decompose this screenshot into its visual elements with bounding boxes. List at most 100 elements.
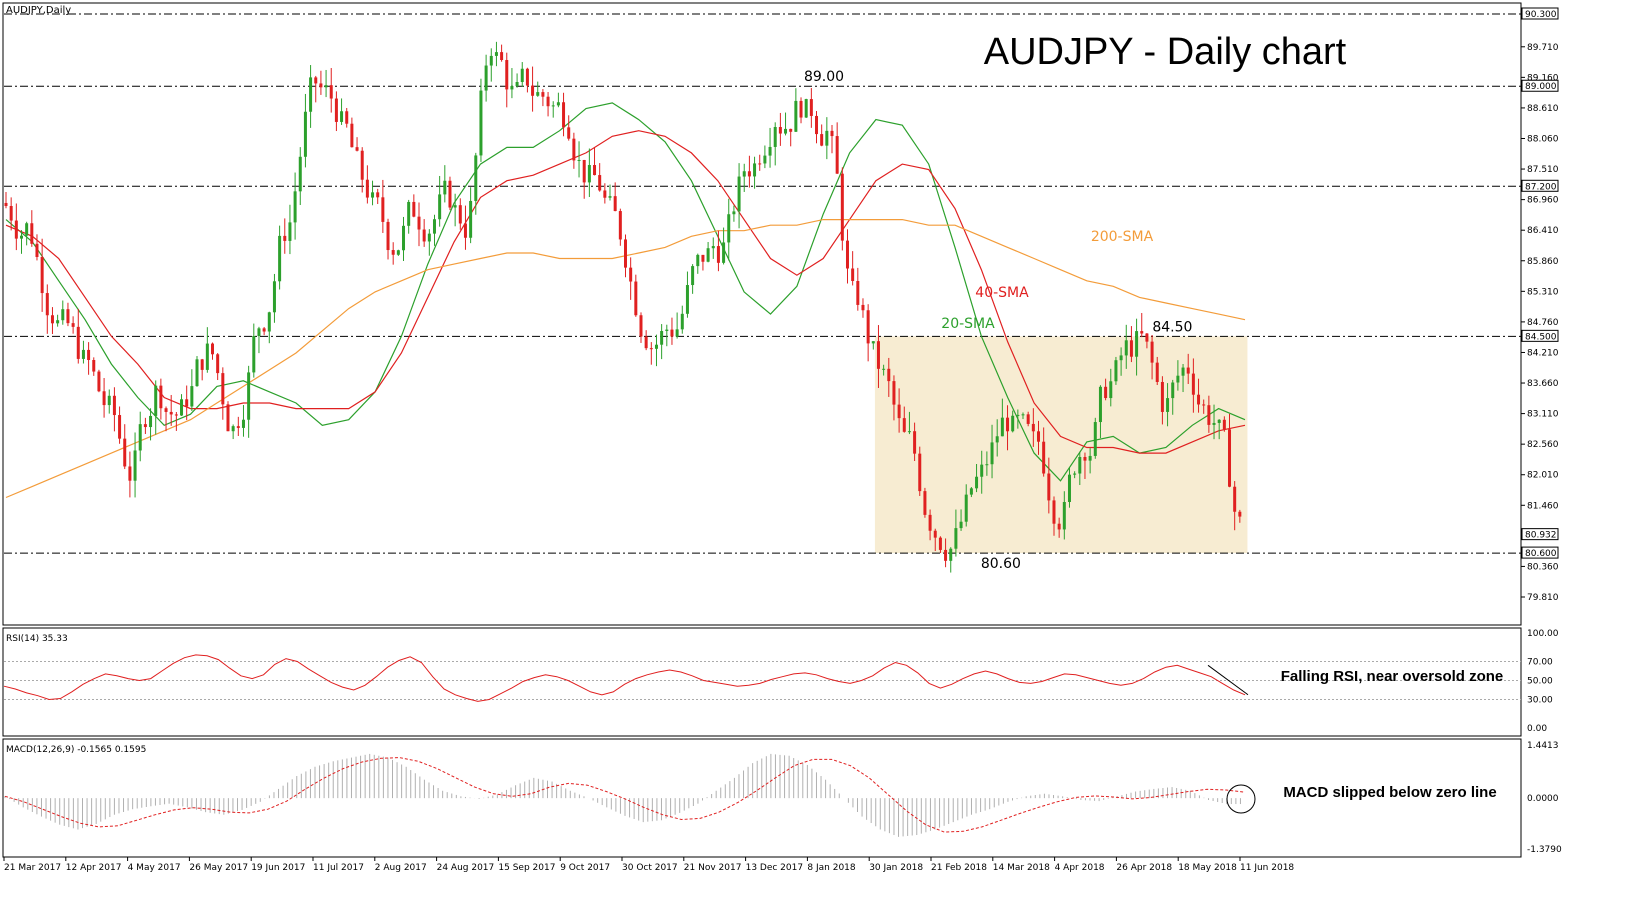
candle-body [272,281,276,313]
candle-body [489,55,493,66]
candle-body [143,424,147,428]
candle-body [402,225,406,251]
candle-body [572,138,576,161]
candle-body [138,424,142,451]
price-tick-label: 80.360 [1527,562,1559,572]
candle-body [794,100,798,132]
candle-body [241,419,245,428]
candle-body [422,229,426,242]
candle-body [180,399,184,416]
candle-body [964,494,968,522]
candle-body [30,223,34,244]
candle-body [195,359,199,387]
candle-body [593,165,597,176]
candle-body [303,111,307,157]
macd-annotation: MACD slipped below zero line [1283,784,1496,801]
candle-body [417,216,421,230]
candle-body [680,313,684,330]
candle-body [216,354,220,374]
candle-body [1062,502,1066,530]
candle-body [71,323,75,327]
candle-body [969,488,973,495]
candle-body [861,304,865,311]
candle-body [892,381,896,405]
candle-body [4,202,8,207]
price-tick-label: 88.060 [1527,134,1559,144]
candle-body [887,368,891,382]
candle-body [407,201,411,226]
candle-body [840,173,844,241]
price-tick-label: 81.460 [1527,501,1559,511]
price-tick-label: 82.560 [1527,440,1559,450]
candle-body [427,233,431,242]
candle-body [949,548,953,561]
candle-body [1222,419,1226,430]
rsi-tick-label: 50.00 [1527,677,1553,687]
candle-body [1145,333,1149,342]
candle-body [928,514,932,531]
candle-body [154,385,158,416]
macd-circle-marker [1226,784,1256,814]
candle-body [1006,417,1010,432]
sma-label: 40-SMA [975,285,1029,301]
candle-body [701,254,705,262]
candle-body [711,246,715,249]
candle-body [562,102,566,128]
candle-body [1000,417,1004,437]
candle-body [221,373,225,405]
level-price-label: 87.200 [1525,182,1557,192]
candle-body [675,329,679,337]
candle-body [1176,375,1180,383]
candle-body [913,431,917,454]
candle-body [1124,340,1128,356]
time-tick-label: 30 Oct 2017 [622,863,678,873]
candle-body [567,127,571,139]
sma-line-40-sma [5,130,1246,454]
time-tick-label: 21 Nov 2017 [684,863,742,873]
candle-body [587,165,591,183]
candle-body [412,201,416,217]
candle-body [556,102,560,106]
candle-body [871,341,875,344]
candle-body [918,453,922,492]
candle-body [1021,414,1025,416]
current-price-box [1521,528,1559,541]
price-tick-label: 85.860 [1527,257,1559,267]
candle-body [443,180,447,195]
candle-body [112,395,116,416]
candle-body [722,242,726,263]
candle-body [118,415,122,439]
candle-body [902,418,906,432]
candle-body [1129,340,1133,357]
candle-body [613,196,617,212]
candle-body [1217,419,1221,423]
candle-body [14,220,18,239]
candle-body [484,65,488,91]
candle-body [820,134,824,146]
price-tick-label: 85.310 [1527,287,1559,297]
time-tick-label: 26 May 2017 [189,863,248,873]
candle-body [1119,355,1123,361]
time-tick-label: 18 May 2018 [1178,863,1237,873]
candle-body [81,349,85,359]
price-tick-label: 89.160 [1527,73,1559,83]
level-lines-layer [4,13,1521,554]
candle-body [463,223,467,238]
rsi-panel [2,627,1522,737]
candle-body [644,336,648,349]
candle-body [1155,362,1159,382]
price-tick-label: 86.960 [1527,196,1559,206]
candle-body [371,192,375,198]
candle-body [845,240,849,269]
candle-body [882,368,886,370]
candle-body [665,329,669,332]
candle-body [959,521,963,529]
candle-body [685,285,689,314]
candle-body [355,147,359,151]
macd-tick-label: 0.0000 [1527,794,1559,804]
candle-body [340,111,344,122]
candle-body [350,123,354,148]
candle-body [923,491,927,515]
candle-body [582,159,586,183]
candle-body [448,180,452,208]
